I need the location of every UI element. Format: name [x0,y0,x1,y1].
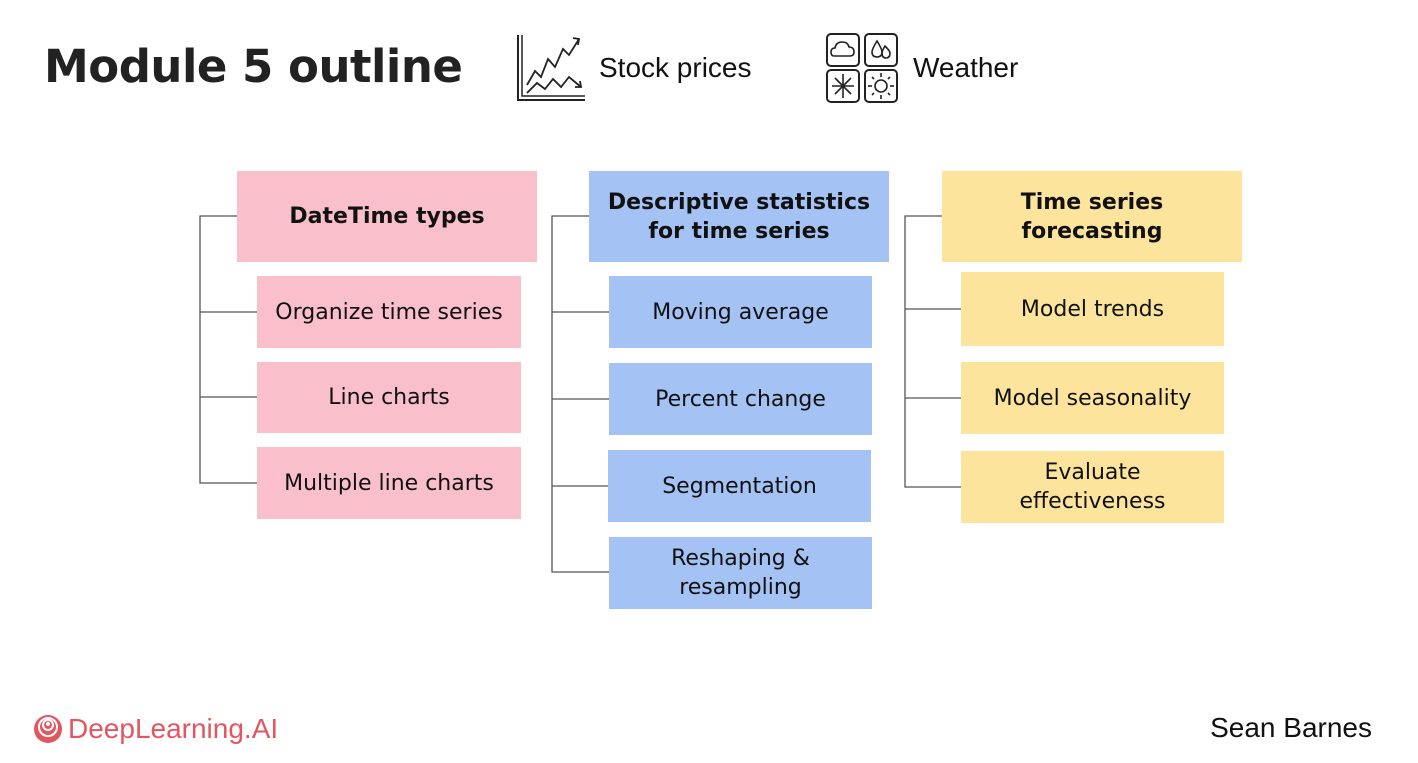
topic-reshaping-resampling: Reshaping & resampling [609,537,872,609]
stock-prices-label: Stock prices [599,52,752,83]
page-title: Module 5 outline [44,40,463,93]
deeplearning-ai-logo: DeepLearning.AI [32,713,278,745]
topic-model-trends: Model trends [961,272,1224,346]
topic-percent-change: Percent change [609,363,872,435]
stock-chart-icon [517,35,585,101]
author-name: Sean Barnes [1210,712,1372,743]
forecasting-heading: Time series forecasting [942,171,1242,262]
descriptive-statistics-heading: Descriptive statistics for time series [589,171,889,262]
connector-col2 [551,215,609,573]
topic-model-seasonality: Model seasonality [961,362,1224,434]
topic-multiple-line-charts: Multiple line charts [257,447,521,519]
brand-logo-icon [34,715,62,743]
topic-moving-average: Moving average [609,276,872,348]
weather-label: Weather [913,52,1019,83]
datetime-types-heading: DateTime types [237,171,537,262]
connector-col1 [199,215,257,484]
connector-col3 [904,215,961,488]
topic-evaluate-effectiveness: Evaluate effectiveness [961,451,1224,523]
brand-name: DeepLearning.AI [68,713,279,744]
topic-organize-time-series: Organize time series [257,276,521,348]
weather-grid-icon [826,33,898,103]
topic-line-charts: Line charts [257,362,521,433]
topic-segmentation: Segmentation [608,450,871,522]
